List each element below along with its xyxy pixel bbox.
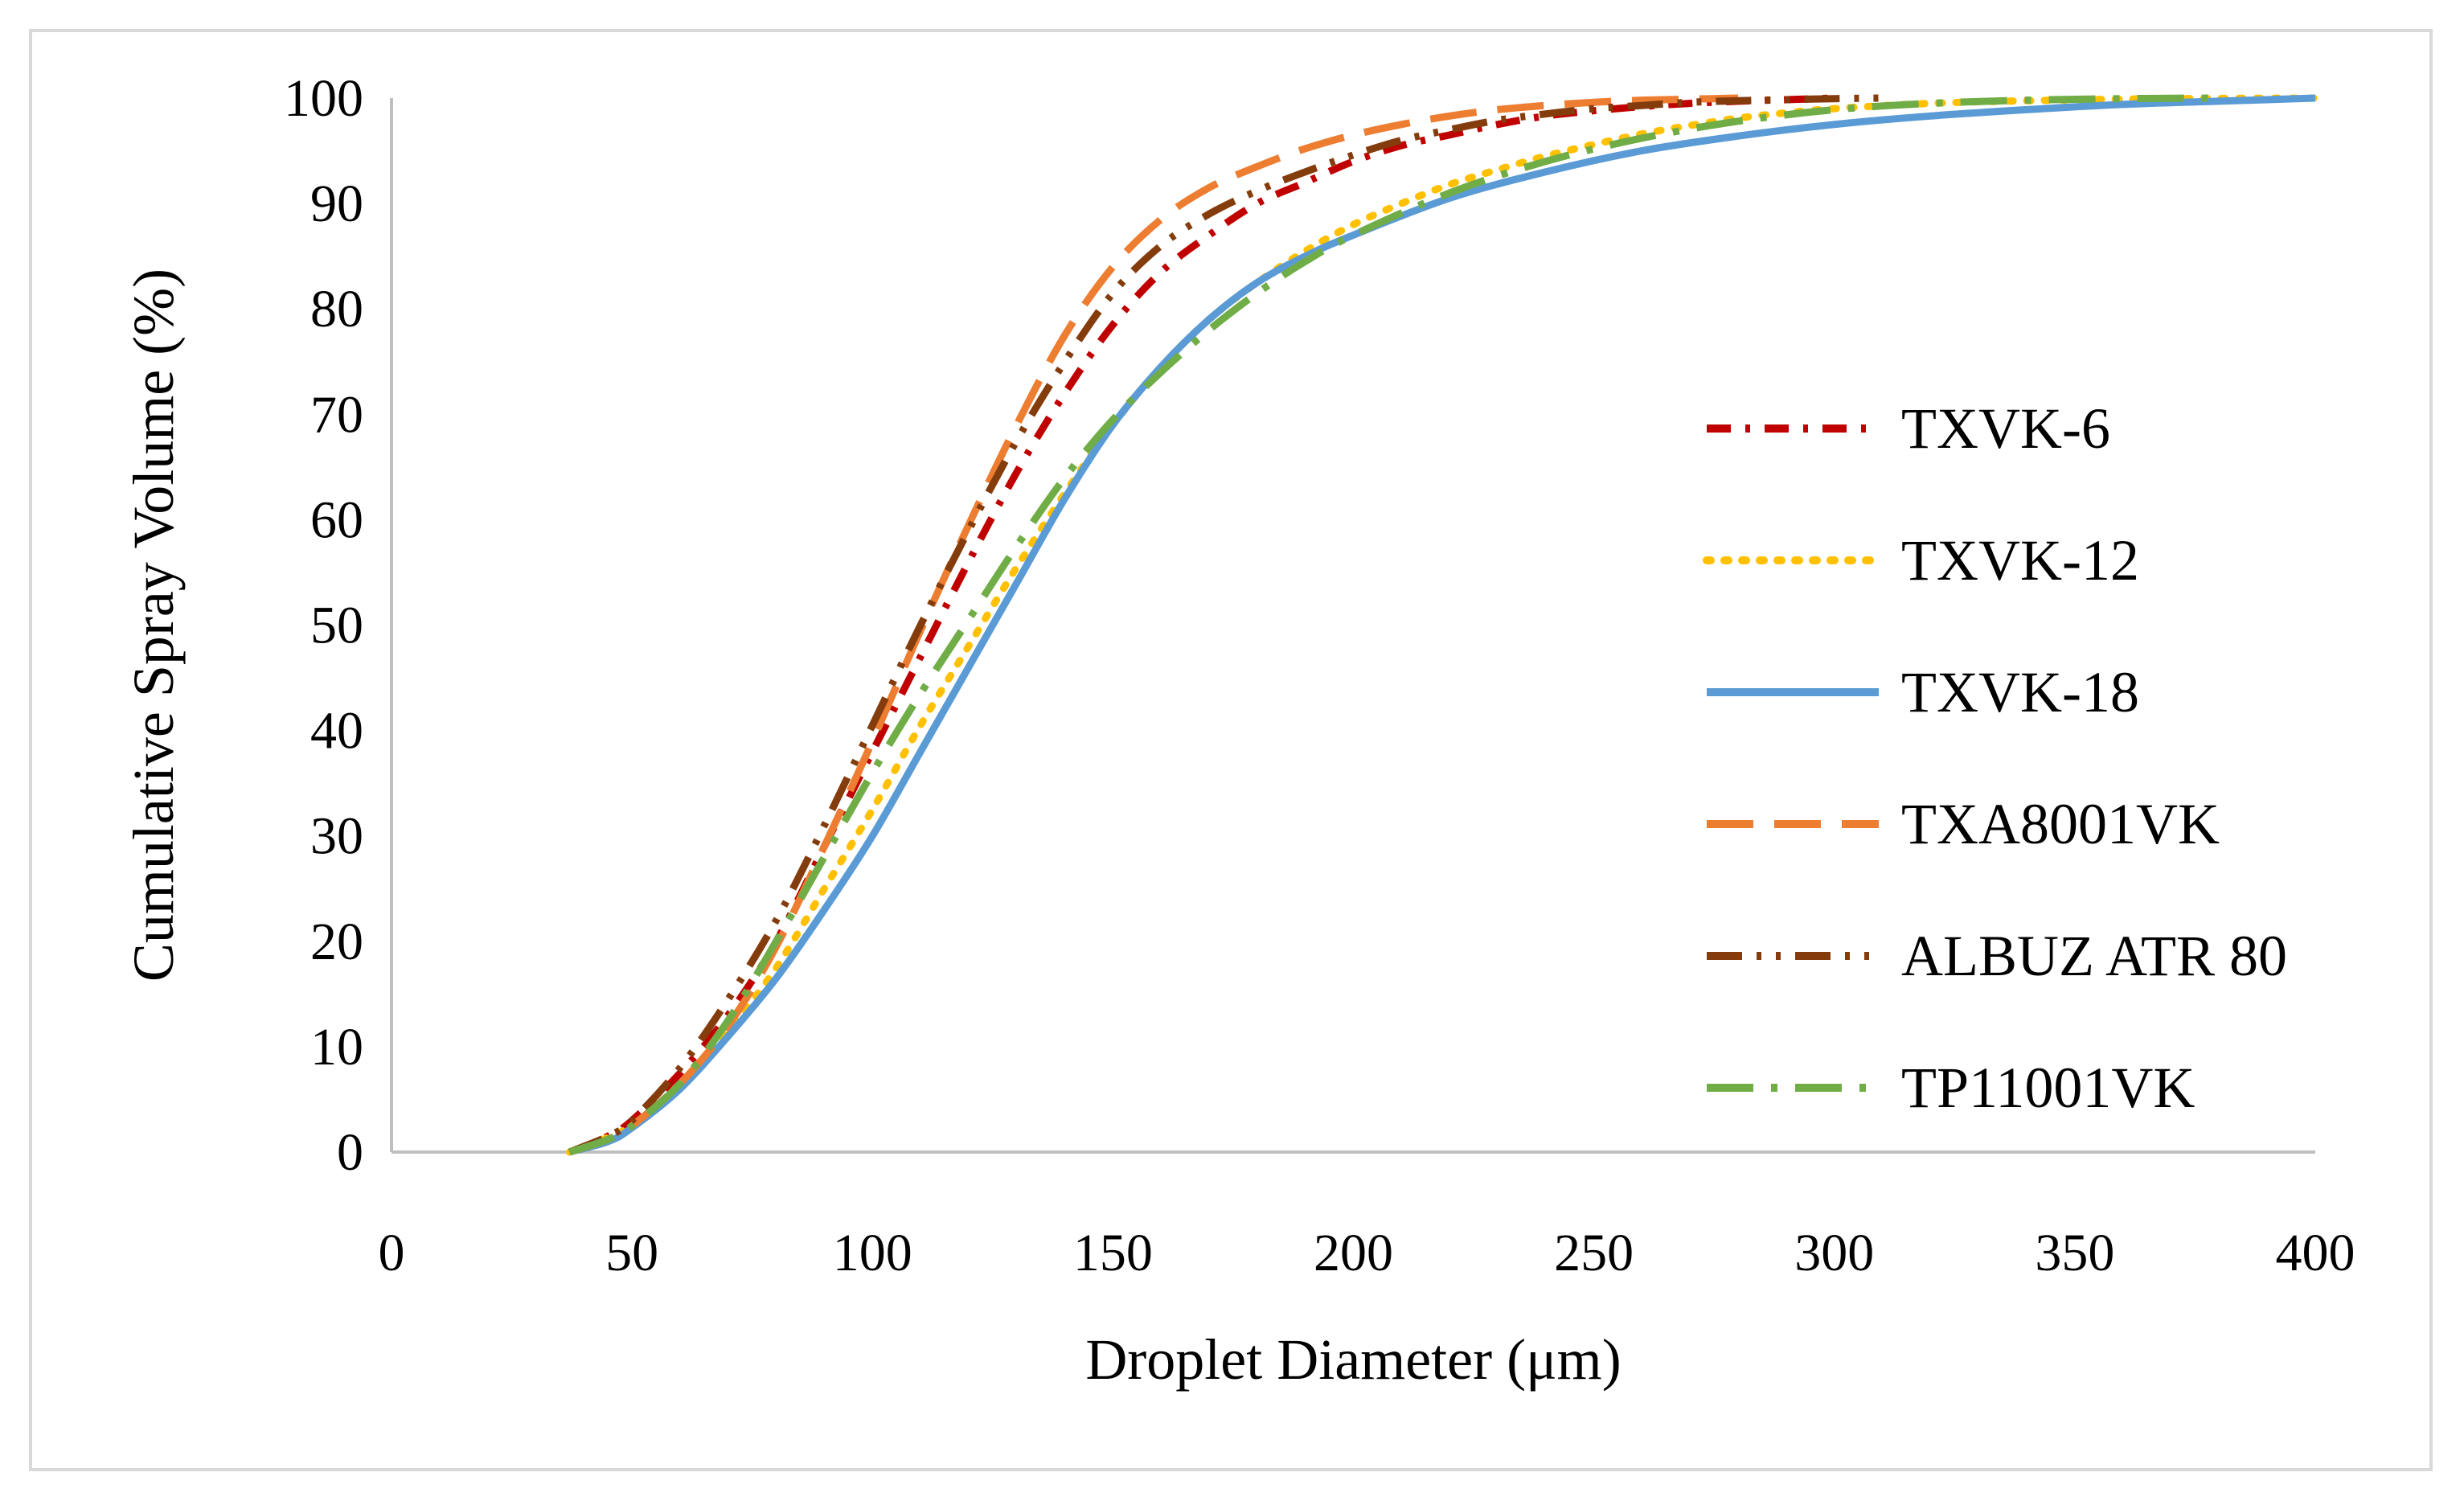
x-tick-label: 100 bbox=[833, 1224, 912, 1282]
legend-item: TXVK-6 bbox=[1707, 396, 2110, 461]
series-lines bbox=[565, 94, 2319, 1156]
axes bbox=[390, 98, 2315, 1154]
x-tick-labels: 0 50 100 150 200 250 300 350 400 bbox=[379, 1224, 2355, 1282]
legend-label: TXVK-12 bbox=[1901, 528, 2139, 593]
x-tick-label: 250 bbox=[1554, 1224, 1634, 1282]
series-line-txvk-12 bbox=[565, 94, 2319, 1156]
y-tick-label: 90 bbox=[310, 174, 363, 233]
legend-label: TXVK-18 bbox=[1901, 660, 2139, 724]
y-tick-labels: 0 10 20 30 40 50 60 70 80 90 100 bbox=[284, 69, 363, 1182]
y-axis-title: Cumulative Spray Volume (%) bbox=[121, 269, 186, 982]
legend-label: TP11001VK bbox=[1901, 1056, 2195, 1120]
y-tick-label: 30 bbox=[310, 807, 363, 866]
legend-item: TXA8001VK bbox=[1707, 792, 2220, 856]
x-tick-label: 350 bbox=[2035, 1224, 2114, 1282]
x-tick-label: 200 bbox=[1314, 1224, 1393, 1282]
y-tick-label: 10 bbox=[310, 1018, 363, 1077]
x-tick-label: 0 bbox=[379, 1224, 405, 1282]
legend-item: TXVK-18 bbox=[1707, 660, 2139, 724]
legend-label: ALBUZ ATR 80 bbox=[1901, 924, 2287, 988]
y-tick-label: 20 bbox=[310, 912, 363, 971]
y-tick-label: 50 bbox=[310, 597, 363, 655]
y-tick-label: 60 bbox=[310, 490, 363, 549]
y-tick-label: 0 bbox=[337, 1123, 363, 1182]
legend-item: TP11001VK bbox=[1707, 1056, 2195, 1120]
legend-item: TXVK-12 bbox=[1703, 528, 2139, 593]
legend-label: TXA8001VK bbox=[1901, 792, 2220, 856]
y-tick-label: 80 bbox=[310, 280, 363, 338]
y-tick-label: 100 bbox=[284, 69, 363, 128]
x-tick-label: 50 bbox=[605, 1224, 658, 1282]
x-tick-label: 400 bbox=[2276, 1224, 2355, 1282]
y-tick-label: 40 bbox=[310, 702, 363, 761]
chart-frame bbox=[29, 29, 2433, 1471]
x-axis-title: Droplet Diameter (μm) bbox=[1085, 1327, 1621, 1392]
x-tick-label: 300 bbox=[1794, 1224, 1874, 1282]
x-tick-label: 150 bbox=[1073, 1224, 1153, 1282]
legend-label: TXVK-6 bbox=[1901, 396, 2110, 461]
series-line-albuz-atr-80 bbox=[568, 94, 1883, 1156]
legend: TXVK-6 TXVK-12 TXVK-18 TXA8001VK ALBUZ ATR 8… bbox=[1703, 396, 2287, 1120]
y-tick-label: 70 bbox=[310, 385, 363, 444]
series-line-tp11001vk bbox=[568, 94, 2220, 1156]
series-line-txvk-18 bbox=[568, 94, 2316, 1156]
legend-item: ALBUZ ATR 80 bbox=[1707, 924, 2287, 988]
